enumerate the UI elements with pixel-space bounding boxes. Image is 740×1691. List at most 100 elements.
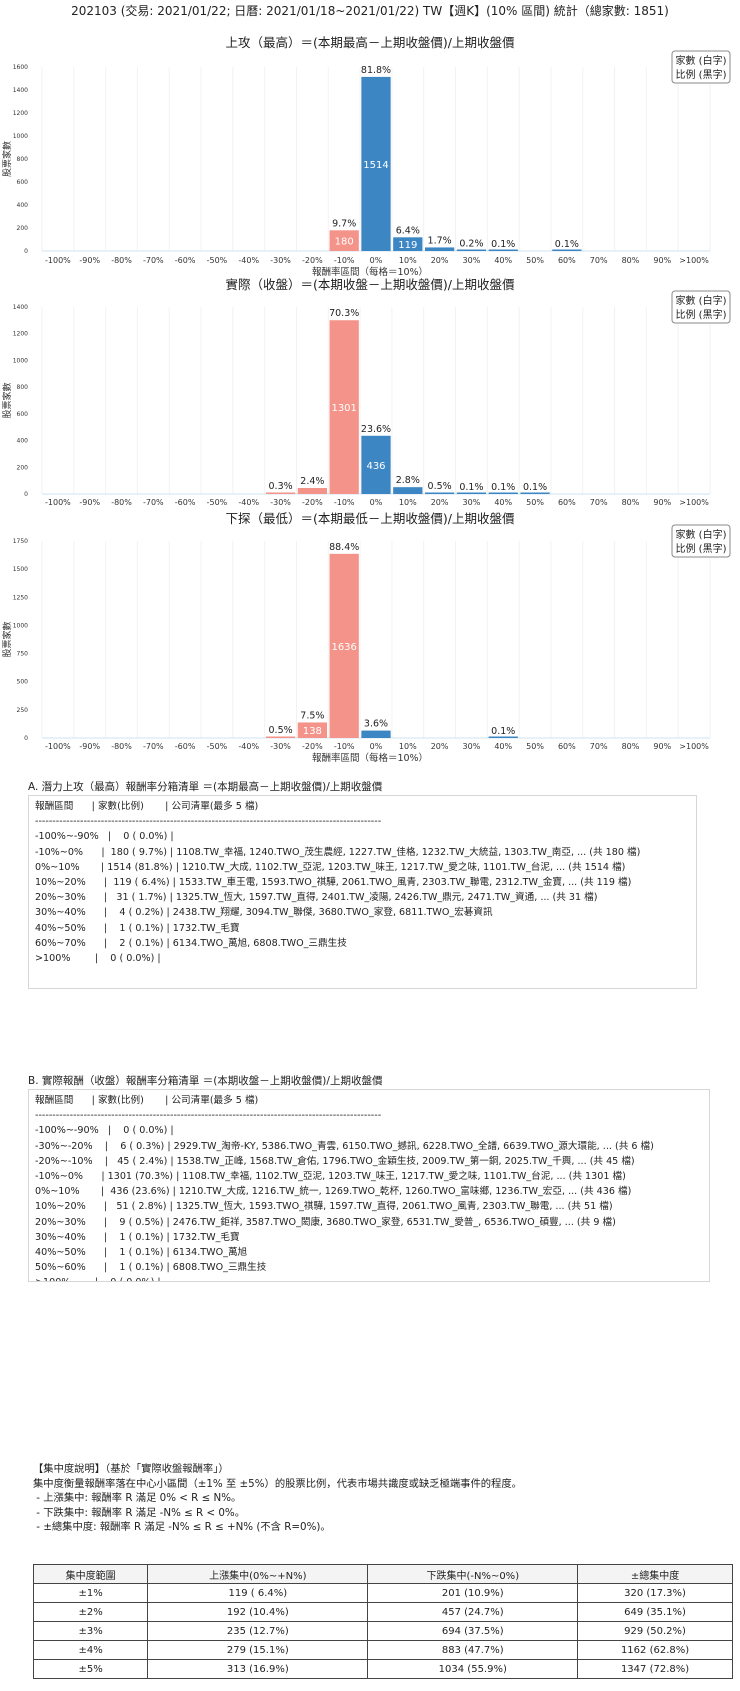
bar-percent-label: 1.7% — [428, 235, 452, 246]
bar-count-label: 1301 — [331, 403, 356, 414]
legend-count-entry: 家數 (白字) — [676, 528, 727, 541]
legend: 家數 (白字)比例 (黑字) — [671, 290, 731, 324]
list-line: 0%~10% | 436 (23.6%) | 1210.TW_大成, 1216.… — [35, 1186, 632, 1198]
bar-percent-label: 0.1% — [491, 239, 515, 250]
table-cell: ±2% — [32, 1602, 149, 1622]
y-tick-label: 600 — [17, 411, 29, 418]
x-tick-label: 10% — [399, 498, 417, 507]
list-line: ----------------------------------------… — [35, 1110, 382, 1122]
list-line: 30%~40% | 4 ( 0.2%) | 2438.TW_翔耀, 3094.T… — [35, 907, 493, 919]
table-cell: 320 (17.3%) — [577, 1583, 733, 1603]
y-tick-label: 1000 — [13, 357, 28, 364]
y-tick-label: 200 — [17, 464, 29, 471]
bar-10% — [393, 487, 423, 494]
x-tick-label: -30% — [270, 742, 291, 751]
list-line: 20%~30% | 31 ( 1.7%) | 1325.TW_恆大, 1597.… — [35, 892, 598, 904]
concentration-line: - 上漲集中: 報酬率 R 滿足 0% < R ≤ N%。 — [33, 1492, 242, 1504]
y-tick-label: 1250 — [13, 594, 28, 601]
list-line: -100%~-90% | 0 ( 0.0%) | — [35, 1125, 174, 1137]
legend-box — [671, 50, 731, 84]
y-tick-label: 400 — [17, 438, 29, 445]
x-axis-label: 報酬率區間（每格＝10%） — [312, 266, 428, 278]
bar-percent-label: 0.1% — [555, 239, 579, 250]
bar-40% — [488, 492, 518, 494]
x-tick-label: -90% — [79, 742, 100, 751]
y-tick-label: 1000 — [13, 133, 28, 140]
concentration-line: 【集中度說明】（基於「實際收盤報酬率」） — [33, 1463, 229, 1475]
x-tick-label: 20% — [431, 742, 449, 751]
x-tick-label: >100% — [679, 498, 709, 507]
table-cell: 883 (47.7%) — [367, 1640, 579, 1660]
bar-10% — [393, 237, 423, 251]
table-cell: 1034 (55.9%) — [367, 1659, 579, 1679]
bar-percent-label: 0.2% — [459, 239, 483, 250]
x-tick-label: -20% — [302, 498, 323, 507]
list-line: 20%~30% | 9 ( 0.5%) | 2476.TW_鉅祥, 3587.T… — [35, 1216, 616, 1228]
x-tick-label: -50% — [207, 498, 228, 507]
concentration-description: 【集中度說明】（基於「實際收盤報酬率」） 集中度衡量報酬率落在中心小區間（±1% … — [33, 1462, 522, 1535]
bar-40% — [488, 249, 518, 251]
x-tick-label: -80% — [111, 256, 132, 265]
list-b-box: 報酬區間 | 家數(比例) | 公司清單(最多 5 檔) ------------… — [28, 1089, 710, 1282]
bar-count-label: 138 — [303, 726, 322, 737]
x-tick-label: 40% — [494, 742, 512, 751]
table-cell: 119 ( 6.4%) — [147, 1583, 369, 1603]
list-line: 40%~50% | 1 ( 0.1%) | 1732.TW_毛寶 — [35, 922, 240, 934]
bar-percent-label: 2.8% — [396, 475, 420, 486]
list-line: -100%~-90% | 0 ( 0.0%) | — [35, 831, 174, 843]
y-tick-label: 800 — [17, 384, 29, 391]
bar-percent-label: 0.1% — [491, 482, 515, 493]
y-tick-label: 500 — [17, 679, 29, 686]
x-tick-label: 10% — [399, 742, 417, 751]
x-tick-label: 90% — [653, 742, 671, 751]
legend-ratio-entry: 比例 (黑字) — [676, 68, 727, 81]
bar-count-label: 436 — [366, 461, 385, 472]
y-tick-label: 1400 — [13, 87, 28, 94]
x-tick-label: 80% — [622, 742, 640, 751]
table-cell: 313 (16.9%) — [147, 1659, 369, 1679]
legend: 家數 (白字)比例 (黑字) — [671, 524, 731, 558]
x-tick-label: 50% — [526, 742, 544, 751]
y-tick-label: 400 — [17, 202, 29, 209]
y-tick-label: 1200 — [13, 110, 28, 117]
table-cell: 201 (10.9%) — [367, 1583, 579, 1603]
bar--20% — [297, 487, 328, 494]
chart-title: 上攻（最高）＝(本期最高－上期收盤價)/上期收盤價 — [226, 35, 515, 50]
y-tick-label: 1500 — [13, 566, 28, 573]
bar-count-label: 1514 — [363, 160, 388, 171]
y-tick-label: 0 — [24, 491, 28, 498]
x-tick-label: 30% — [463, 256, 481, 265]
legend-box — [671, 524, 731, 558]
list-line: -10%~0% | 180 ( 9.7%) | 1108.TW_幸福, 1240… — [35, 846, 641, 858]
x-tick-label: >100% — [679, 742, 709, 751]
concentration-line: - 下跌集中: 報酬率 R 滿足 -N% ≤ R < 0%。 — [33, 1506, 245, 1519]
column-header: 上漲集中(0%~+N%) — [147, 1564, 369, 1584]
bar-0% — [361, 435, 391, 494]
list-line: 報酬區間 | 家數(比例) | 公司清單(最多 5 檔) — [35, 801, 259, 812]
x-tick-label: -70% — [143, 256, 164, 265]
list-line: 報酬區間 | 家數(比例) | 公司清單(最多 5 檔) — [35, 1095, 259, 1106]
table-cell: 457 (24.7%) — [367, 1602, 579, 1622]
table-cell: 929 (50.2%) — [577, 1621, 733, 1641]
legend-count-entry: 家數 (白字) — [676, 294, 727, 307]
table-row: ±5% 313 (16.9%) 1034 (55.9%) 1347 (72.8%) — [32, 1659, 733, 1679]
bar-30% — [456, 492, 487, 494]
x-tick-label: 80% — [622, 256, 640, 265]
x-tick-label: -30% — [270, 498, 291, 507]
x-tick-label: -60% — [175, 498, 196, 507]
legend-ratio-entry: 比例 (黑字) — [676, 308, 727, 321]
bar-percent-label: 81.8% — [361, 65, 391, 76]
x-tick-label: -40% — [238, 256, 259, 265]
x-tick-label: 0% — [370, 742, 383, 751]
table-row: ±3% 235 (12.7%) 694 (37.5%) 929 (50.2%) — [32, 1621, 733, 1641]
x-tick-label: -20% — [302, 256, 323, 265]
legend-ratio-entry: 比例 (黑字) — [676, 542, 727, 555]
table-cell: 235 (12.7%) — [147, 1621, 369, 1641]
x-tick-label: -90% — [79, 498, 100, 507]
table-cell: ±4% — [32, 1640, 149, 1660]
x-tick-label: 70% — [590, 742, 608, 751]
x-tick-label: -100% — [45, 742, 71, 751]
bar-percent-label: 0.3% — [269, 481, 293, 492]
list-line: ----------------------------------------… — [35, 816, 382, 828]
y-tick-label: 1400 — [13, 304, 28, 311]
